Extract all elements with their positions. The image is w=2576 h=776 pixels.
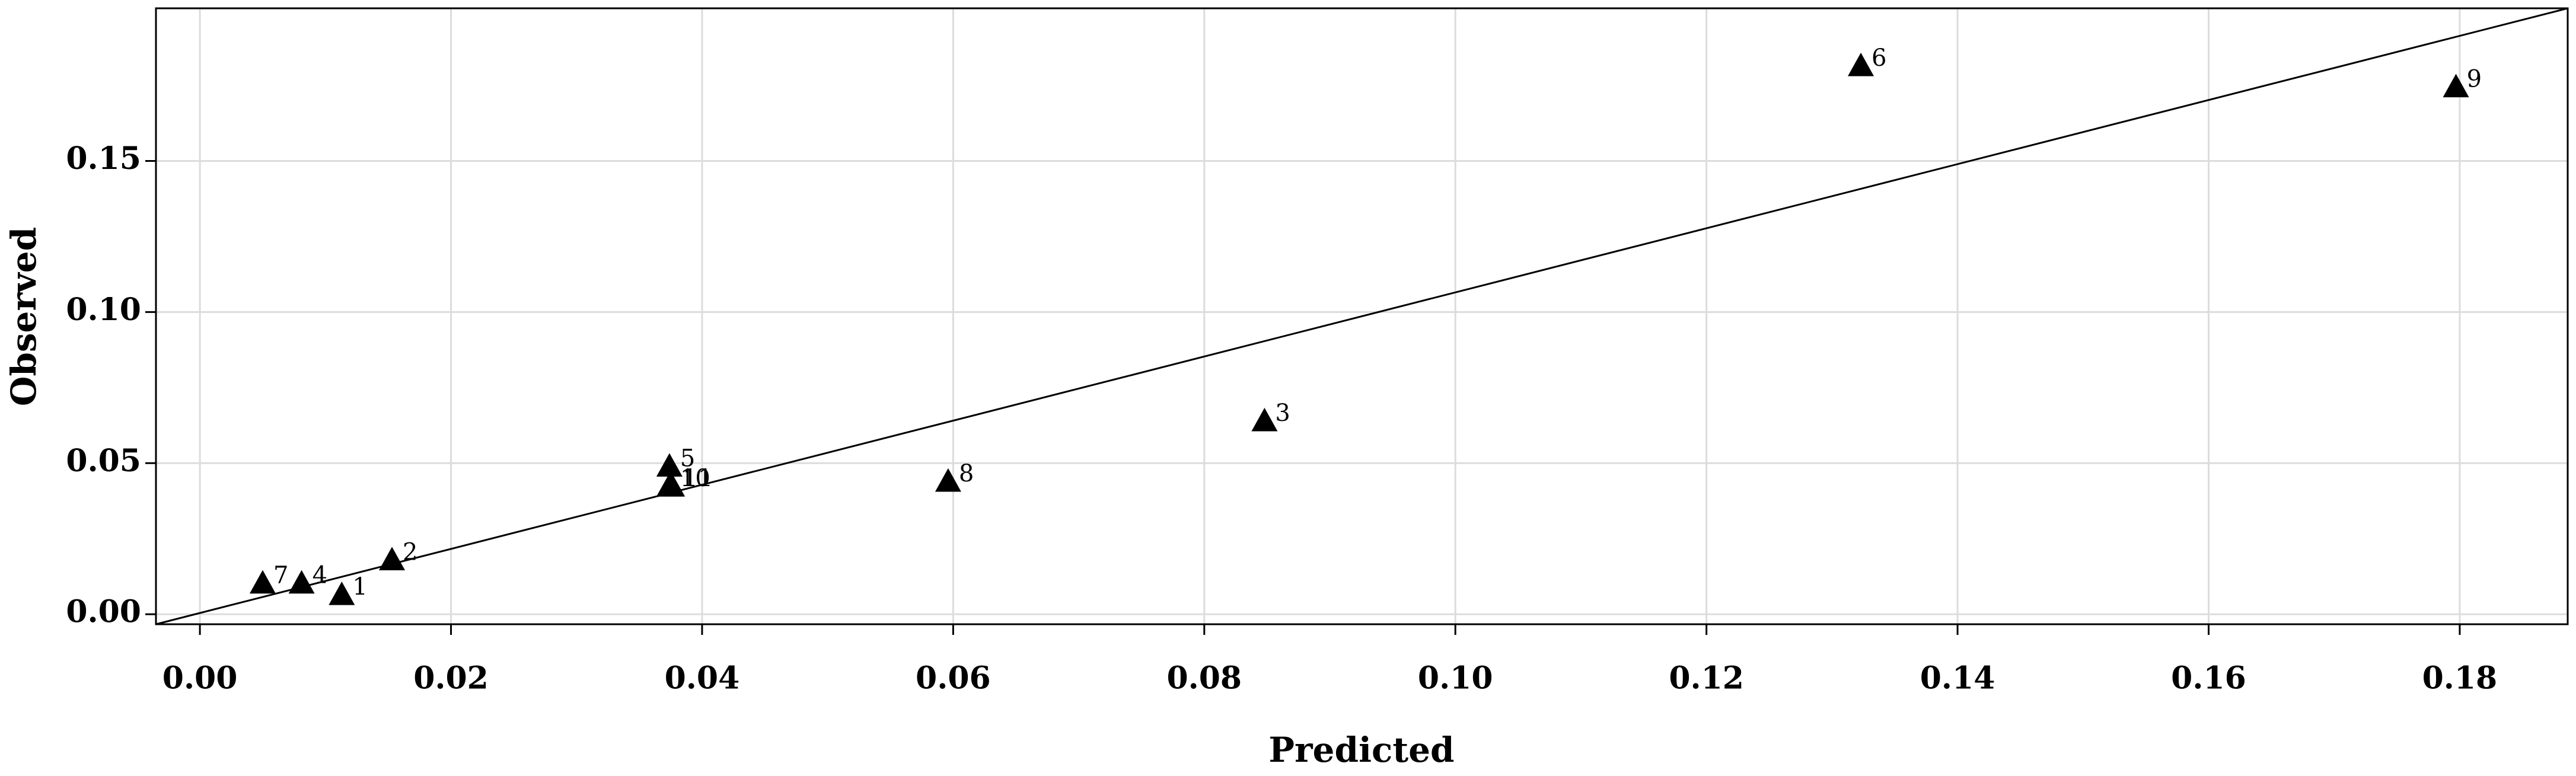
y-tick-label: 0.15 xyxy=(66,140,141,177)
point xyxy=(329,582,355,605)
reference-line xyxy=(155,7,2568,625)
point-label: 3 xyxy=(1275,400,1290,427)
point xyxy=(1251,407,1278,432)
point-label: 6 xyxy=(1872,44,1886,72)
point-label: 10 xyxy=(680,465,710,492)
point xyxy=(656,453,683,477)
x-tick-label: 0.12 xyxy=(1669,660,1744,697)
point-label: 11 xyxy=(683,465,713,492)
point xyxy=(288,570,315,594)
point xyxy=(379,547,406,571)
point xyxy=(659,473,686,497)
y-tick-label: 0.10 xyxy=(66,292,141,328)
plot-frame xyxy=(155,7,2569,625)
point-label: 4 xyxy=(313,562,327,589)
x-tick-label: 0.18 xyxy=(2422,660,2498,697)
point-label: 1 xyxy=(352,573,367,601)
point-label: 5 xyxy=(680,445,695,472)
y-tick-label: 0.05 xyxy=(66,443,141,479)
x-tick-label: 0.00 xyxy=(162,660,238,697)
x-tick-label: 0.10 xyxy=(1418,660,1493,697)
point xyxy=(935,468,961,492)
x-axis-title: Predicted xyxy=(1268,730,1454,770)
y-tick-label: 0.00 xyxy=(66,594,141,630)
point xyxy=(1848,52,1874,76)
x-tick-label: 0.02 xyxy=(413,660,489,697)
point-label: 2 xyxy=(403,538,417,566)
point xyxy=(2443,74,2469,98)
y-axis-title: Observed xyxy=(4,227,44,406)
x-tick-label: 0.16 xyxy=(2171,660,2246,697)
x-tick-label: 0.14 xyxy=(1920,660,1995,697)
x-tick-label: 0.06 xyxy=(916,660,991,697)
point-label: 8 xyxy=(959,460,974,487)
x-tick-label: 0.08 xyxy=(1166,660,1242,697)
point xyxy=(249,570,276,594)
x-tick-label: 0.04 xyxy=(665,660,740,697)
point-label: 9 xyxy=(2467,66,2482,93)
point-label: 7 xyxy=(273,562,288,589)
